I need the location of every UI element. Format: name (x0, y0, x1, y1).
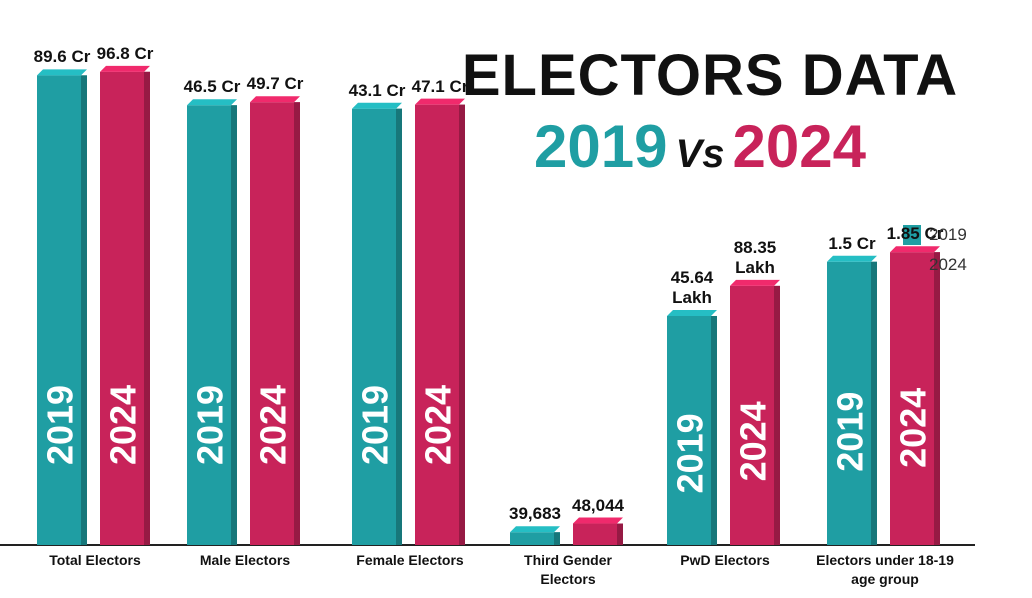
value-label: 39,683 (509, 504, 561, 524)
bar-top (37, 69, 87, 76)
subtitle-separator: Vs (675, 132, 725, 176)
subtitle-right: 2024 (732, 113, 866, 180)
bar-side (711, 315, 717, 545)
value-label: 45.64 Lakh (670, 267, 714, 307)
bar (187, 105, 237, 545)
bar-top (827, 255, 877, 262)
bar (510, 532, 560, 545)
bar-top (250, 96, 300, 103)
bar-side (144, 71, 150, 545)
value-label: 96.8 Cr (96, 43, 154, 63)
bar-top (100, 65, 150, 72)
legend-label: 2024 (929, 255, 967, 274)
value-label: 47.1 Cr (411, 76, 469, 96)
bar-side (81, 75, 87, 546)
legend-swatch (903, 225, 921, 245)
bar-top (510, 526, 560, 533)
bar (100, 71, 150, 545)
value-label: 43.1 Cr (348, 80, 406, 100)
bar-series-label: 2019 (190, 385, 231, 465)
x-tick-label: PwD Electors (680, 552, 770, 568)
bar-series-label: 2019 (40, 385, 81, 465)
bar (415, 104, 465, 545)
x-tick-label: Total Electors (49, 552, 141, 568)
chart-title: ELECTORS DATA (461, 43, 959, 108)
bar-top (730, 279, 780, 286)
bar-side (231, 105, 237, 545)
bar (250, 102, 300, 545)
bar-series-label: 2019 (355, 385, 396, 465)
x-tick-label: Electors under 18-19 age group (816, 552, 954, 587)
value-label: 49.7 Cr (246, 74, 304, 94)
value-label: 46.5 Cr (183, 77, 241, 97)
value-label: 1.5 Cr (828, 233, 876, 253)
bar-series-label: 2019 (830, 392, 871, 472)
value-label: 48,044 (572, 495, 624, 515)
subtitle-left: 2019 (534, 113, 668, 180)
bar-series-label: 2024 (253, 385, 294, 465)
bar-series-label: 2024 (103, 385, 144, 465)
x-tick-label: Male Electors (199, 552, 291, 568)
value-label: 1.85 Cr (886, 224, 944, 244)
bar-top (667, 309, 717, 316)
bar-series-label: 2024 (418, 385, 459, 465)
bar-top (415, 98, 465, 105)
x-tick-label: Female Electors (356, 552, 464, 568)
bar-side (396, 108, 402, 545)
bar-top (890, 246, 940, 253)
bar-side (459, 104, 465, 545)
bar-side (871, 261, 877, 545)
bar-series-label: 2024 (893, 388, 934, 468)
bar-side (934, 252, 940, 546)
legend-swatch (903, 255, 921, 275)
bar-series-label: 2019 (670, 413, 711, 493)
bar-side (617, 523, 623, 545)
bar-top (352, 102, 402, 109)
bar (730, 285, 780, 545)
legend-label: 2019 (929, 225, 967, 244)
bar-side (554, 532, 560, 545)
bar (667, 315, 717, 545)
bar (573, 523, 623, 545)
bar-side (774, 285, 780, 545)
bar-side (294, 102, 300, 545)
x-tick-label: Third Gender Electors (524, 552, 612, 587)
bar-top (187, 99, 237, 106)
bar-top (573, 517, 623, 524)
bar (890, 252, 940, 546)
bar (827, 261, 877, 545)
bar (352, 108, 402, 545)
value-label: 89.6 Cr (33, 47, 91, 67)
value-label: 88.35 Lakh (733, 237, 777, 277)
chart-subtitle: 2019 Vs 2024 (534, 112, 866, 181)
bar-series-label: 2024 (733, 401, 774, 481)
bar (37, 75, 87, 546)
